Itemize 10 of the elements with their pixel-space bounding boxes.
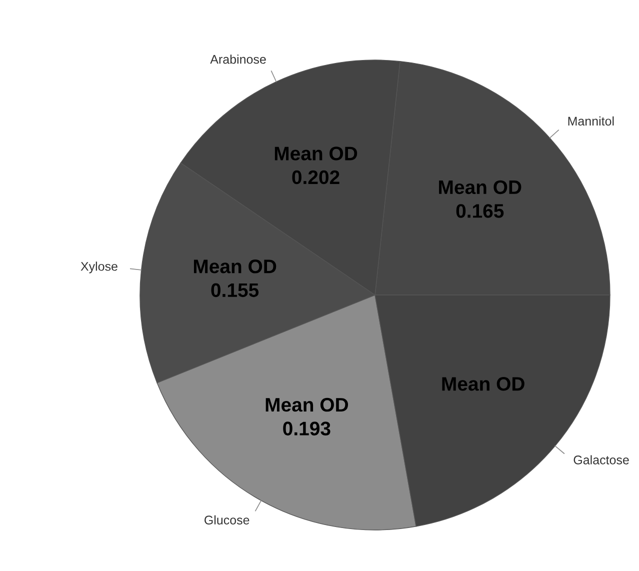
slice-label: Arabinose (210, 54, 266, 64)
slice-label: Glucose (204, 515, 250, 524)
data-label: Mean OD 0.165 (439, 180, 522, 218)
slice-label: Galactose (574, 455, 629, 464)
slice-label: Mannitol (568, 116, 614, 126)
data-label: Mean OD 0.202 (274, 146, 358, 184)
data-label: Mean OD (442, 377, 524, 391)
data-label: Mean OD 0.193 (266, 398, 348, 436)
slice-label: Xylose (80, 262, 118, 274)
data-label: Mean OD 0.155 (194, 260, 276, 298)
